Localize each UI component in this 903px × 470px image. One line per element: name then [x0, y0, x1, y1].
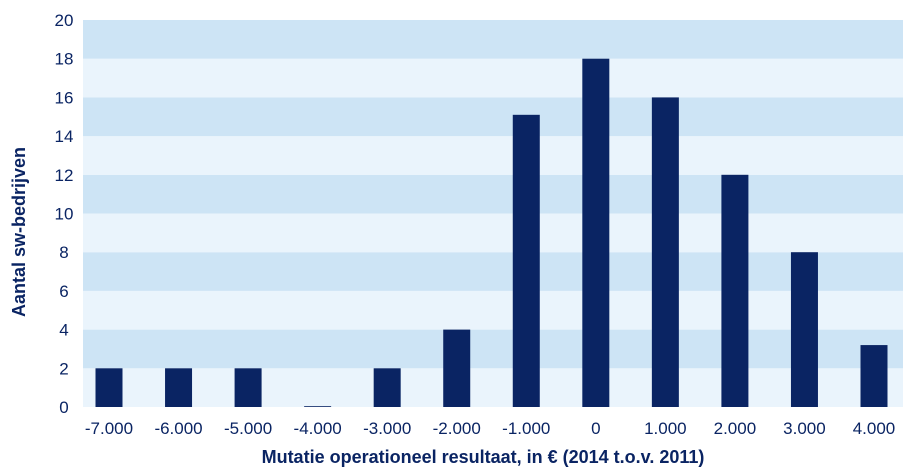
x-tick-label: 3.000 — [783, 419, 826, 438]
grid-band — [83, 174, 903, 214]
grid-bands — [83, 20, 903, 407]
y-tick-label: 18 — [55, 50, 74, 69]
grid-band — [83, 252, 903, 291]
x-tick-label: -1.000 — [502, 419, 550, 438]
grid-band — [83, 329, 903, 369]
x-tick-label: -6.000 — [154, 419, 202, 438]
bar — [651, 97, 679, 408]
grid-band — [83, 58, 903, 98]
grid-band — [83, 136, 903, 175]
y-tick-label: 4 — [59, 321, 68, 340]
bar — [512, 114, 540, 407]
bar — [304, 406, 332, 407]
bar — [860, 345, 888, 407]
y-tick-labels: 0 2 4 6 8 10 12 14 16 18 20 — [55, 11, 74, 417]
x-tick-label: -7.000 — [85, 419, 133, 438]
x-tick-label: 4.000 — [853, 419, 896, 438]
bar — [790, 252, 818, 407]
y-tick-label: 10 — [55, 205, 74, 224]
y-tick-label: 12 — [55, 166, 74, 185]
y-tick-label: 14 — [55, 127, 74, 146]
x-tick-label: -4.000 — [294, 419, 342, 438]
y-tick-label: 2 — [59, 359, 68, 378]
grid-band — [83, 290, 903, 330]
y-tick-label: 0 — [59, 398, 68, 417]
x-axis-title: Mutatie operationeel resultaat, in € (20… — [262, 447, 705, 467]
bar — [234, 368, 262, 407]
bar — [582, 58, 610, 407]
y-tick-label: 8 — [59, 243, 68, 262]
y-axis-title: Aantal sw-bedrijven — [9, 147, 29, 317]
bar — [373, 368, 401, 407]
bar — [721, 174, 749, 407]
y-tick-label: 16 — [55, 88, 74, 107]
bars — [95, 58, 888, 408]
bar — [443, 329, 471, 407]
grid-band — [83, 368, 903, 407]
x-tick-label: -3.000 — [363, 419, 411, 438]
x-tick-labels: -7.000 -6.000 -5.000 -4.000 -3.000 -2.000 -1.0… — [85, 419, 895, 438]
grid-band — [83, 97, 903, 137]
x-tick-label: -5.000 — [224, 419, 272, 438]
y-tick-label: 20 — [55, 11, 74, 30]
y-tick-label: 6 — [59, 282, 68, 301]
grid-band — [83, 213, 903, 253]
x-tick-label: 1.000 — [644, 419, 687, 438]
x-tick-label: 2.000 — [714, 419, 757, 438]
bar — [165, 368, 193, 407]
grid-band — [83, 20, 903, 59]
bar — [95, 368, 123, 407]
x-tick-label: 0 — [591, 419, 600, 438]
x-tick-label: -2.000 — [433, 419, 481, 438]
